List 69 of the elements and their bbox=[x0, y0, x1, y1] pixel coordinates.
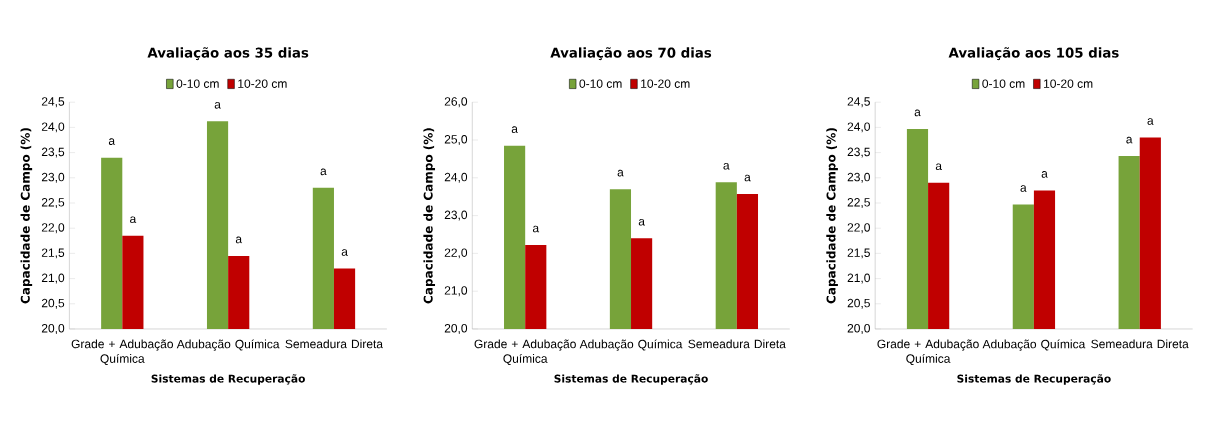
y-tick-label: 20,5 bbox=[41, 298, 65, 309]
x-tick-label: Adubação Química bbox=[176, 339, 280, 351]
y-tick-label: 20,0 bbox=[444, 324, 468, 334]
x-tick-label: Grade + Adubação Química bbox=[877, 339, 979, 365]
y-tick-label: 21,5 bbox=[847, 248, 870, 259]
data-label: a bbox=[532, 225, 540, 233]
data-label: a bbox=[1147, 118, 1154, 125]
y-tick-label: 24,5 bbox=[41, 97, 65, 108]
x-axis-title: Sistemas de Recuperação bbox=[957, 374, 1111, 385]
chart-title: Avaliação aos 105 dias bbox=[948, 47, 1119, 61]
y-axis-title: Capacidade de Campo (%) bbox=[423, 128, 436, 304]
y-tick-label: 21,0 bbox=[41, 273, 65, 284]
chart-title: Avaliação aos 35 dias bbox=[147, 47, 309, 61]
y-tick-label: 23,5 bbox=[41, 147, 65, 158]
data-label: a bbox=[723, 163, 730, 170]
x-tick-label: Semeadura Direta bbox=[1091, 339, 1189, 349]
y-axis-title: Capacidade de Campo (%) bbox=[826, 128, 838, 304]
x-tick-label: Grade + Adubação Química bbox=[474, 339, 576, 365]
y-tick-label: 25,0 bbox=[444, 135, 468, 145]
x-tick-label: Semeadura Direta bbox=[285, 339, 383, 349]
legend-label: 0-10 cm bbox=[579, 79, 622, 88]
y-tick-label: 24,0 bbox=[847, 122, 870, 133]
y-tick-label: 20,5 bbox=[847, 298, 870, 309]
legend-label: 10-20 cm bbox=[641, 79, 690, 88]
y-tick-label: 22,5 bbox=[41, 198, 65, 208]
y-tick-label: 22,0 bbox=[444, 248, 468, 259]
data-label: a bbox=[130, 216, 137, 224]
data-label: a bbox=[341, 249, 348, 256]
x-tick-label: Adubação Química bbox=[579, 339, 683, 351]
x-tick-label: Grade + Adubação Química bbox=[71, 339, 174, 365]
data-label: a bbox=[320, 168, 327, 176]
legend-label: 0-10 cm bbox=[982, 79, 1025, 88]
data-label: a bbox=[108, 138, 116, 145]
y-tick-label: 20,0 bbox=[41, 324, 65, 334]
data-label: a bbox=[1041, 171, 1048, 178]
y-tick-label: 20,0 bbox=[847, 324, 870, 334]
data-label: a bbox=[235, 236, 243, 244]
legend-label: 10-20 cm bbox=[238, 79, 287, 88]
data-label: a bbox=[914, 109, 921, 117]
data-label: a bbox=[1126, 136, 1133, 144]
data-label: a bbox=[638, 218, 645, 226]
y-tick-label: 24,5 bbox=[847, 97, 870, 108]
y-tick-label: 22,0 bbox=[847, 223, 870, 234]
data-label: a bbox=[744, 174, 751, 182]
x-tick-label: Semeadura Direta bbox=[688, 339, 786, 349]
x-axis-title: Sistemas de Recuperação bbox=[554, 374, 708, 385]
y-tick-label: 24,0 bbox=[41, 122, 65, 133]
data-label: a bbox=[214, 102, 221, 109]
y-tick-label: 23,5 bbox=[847, 147, 870, 158]
y-tick-label: 21,0 bbox=[847, 273, 870, 284]
y-tick-label: 22,5 bbox=[847, 198, 870, 208]
data-label: a bbox=[617, 169, 624, 177]
chart-title: Avaliação aos 70 dias bbox=[550, 47, 712, 61]
y-tick-label: 21,5 bbox=[41, 248, 65, 259]
legend-label: 10-20 cm bbox=[1044, 79, 1093, 88]
y-tick-label: 21,0 bbox=[444, 286, 468, 297]
x-axis-title: Sistemas de Recuperação bbox=[151, 374, 305, 385]
y-tick-label: 23,0 bbox=[41, 172, 65, 183]
y-tick-label: 26,0 bbox=[444, 97, 468, 108]
y-axis-title: Capacidade de Campo (%) bbox=[20, 128, 33, 304]
y-tick-label: 24,0 bbox=[444, 172, 468, 183]
x-tick-label: Adubação Química bbox=[982, 339, 1086, 351]
data-label: a bbox=[935, 163, 942, 171]
legend-label: 0-10 cm bbox=[176, 79, 219, 88]
y-tick-label: 22,0 bbox=[41, 223, 65, 234]
data-label: a bbox=[1020, 185, 1027, 192]
data-label: a bbox=[511, 126, 518, 133]
y-tick-label: 23,0 bbox=[847, 172, 870, 183]
y-tick-label: 23,0 bbox=[444, 210, 468, 221]
